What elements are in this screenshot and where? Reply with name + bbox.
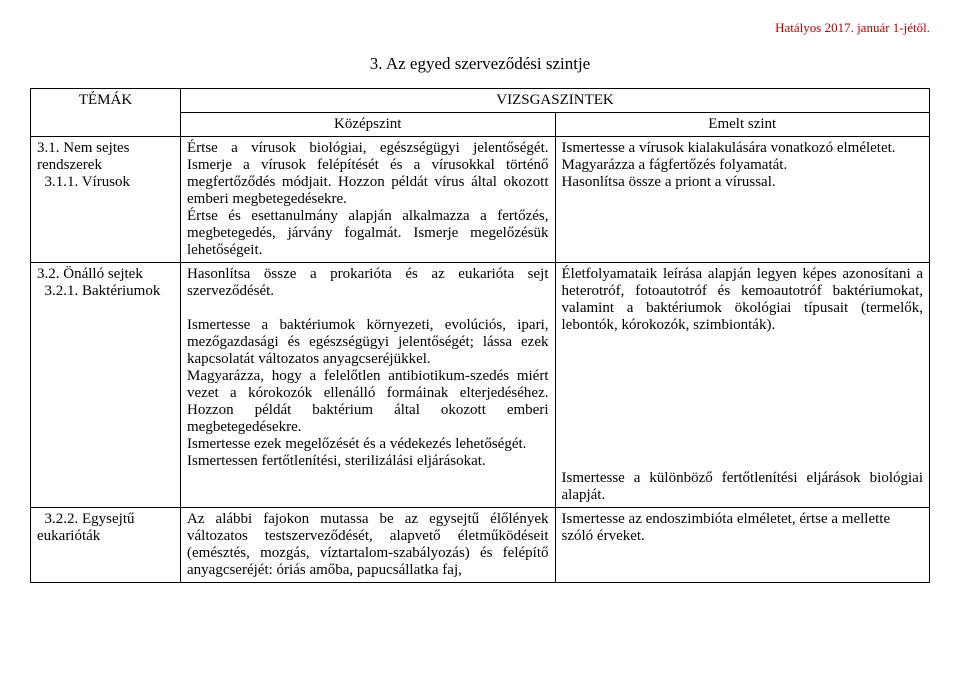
header-high: Emelt szint	[555, 113, 930, 137]
header-levels: VIZSGASZINTEK	[181, 89, 930, 113]
table-row: 3.1. Nem sejtes rendszerek 3.1.1. Víruso…	[31, 137, 930, 263]
table-row: 3.2. Önálló sejtek 3.2.1. Baktériumok Ha…	[31, 263, 930, 508]
topic-cell: 3.2.2. Egysejtű eukarióták	[31, 508, 181, 583]
high-cell: Ismertesse a vírusok kialakulására vonat…	[555, 137, 930, 263]
header-mid: Középszint	[181, 113, 556, 137]
curriculum-table: TÉMÁK VIZSGASZINTEK Középszint Emelt szi…	[30, 88, 930, 583]
mid-cell: Hasonlítsa össze a prokarióta és az euka…	[181, 263, 556, 508]
topic-cell: 3.2. Önálló sejtek 3.2.1. Baktériumok	[31, 263, 181, 508]
header-topics: TÉMÁK	[31, 89, 181, 137]
effective-date: Hatályos 2017. január 1-jétől.	[30, 20, 930, 36]
topic-cell: 3.1. Nem sejtes rendszerek 3.1.1. Víruso…	[31, 137, 181, 263]
mid-cell: Az alábbi fajokon mutassa be az egysejtű…	[181, 508, 556, 583]
mid-cell: Értse a vírusok biológiai, egészségügyi …	[181, 137, 556, 263]
section-title: 3. Az egyed szerveződési szintje	[30, 54, 930, 74]
table-row: 3.2.2. Egysejtű eukarióták Az alábbi faj…	[31, 508, 930, 583]
high-cell: Életfolyamataik leírása alapján legyen k…	[555, 263, 930, 508]
high-cell: Ismertesse az endoszimbióta elméletet, é…	[555, 508, 930, 583]
